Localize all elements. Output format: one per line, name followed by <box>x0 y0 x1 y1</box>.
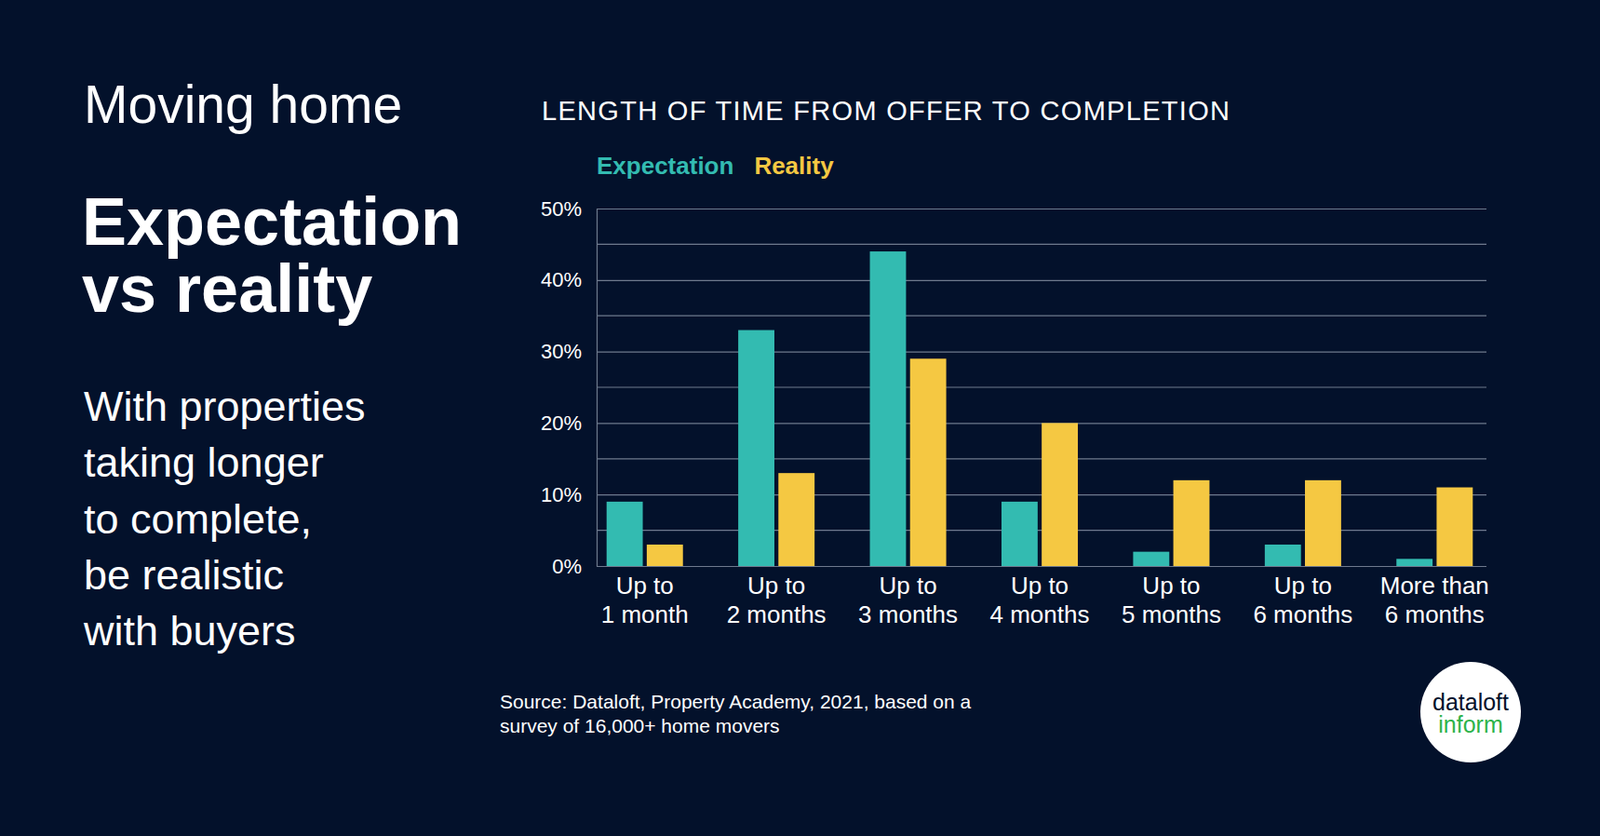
tick: Up to3 months <box>858 565 958 629</box>
tick-label-line: 3 months <box>858 600 958 629</box>
tick: More than6 months <box>1380 565 1490 629</box>
tick-label: 0% <box>551 554 582 579</box>
legend-entry: Reality <box>753 151 834 180</box>
legend-entry: Expectation <box>596 151 734 180</box>
tick: Up to4 months <box>990 565 1090 629</box>
grid-line <box>596 422 1487 424</box>
axis-line <box>596 209 598 567</box>
headline: vs reality <box>81 251 373 326</box>
tick-label-line: 4 months <box>990 600 1090 629</box>
bar <box>1132 551 1170 566</box>
tick: Up to1 month <box>601 565 689 629</box>
tick: Up to6 months <box>1252 565 1353 629</box>
tick-label-line: 6 months <box>1384 600 1485 629</box>
tick: 30% <box>540 339 1487 364</box>
tick-label-line: 6 months <box>1252 600 1353 629</box>
body-text: be realistic <box>83 551 284 599</box>
body-text: With properties <box>83 382 366 431</box>
tick-label-line: Up to <box>1274 571 1332 600</box>
tick-label: More than6 months <box>1380 571 1490 629</box>
bar <box>738 330 775 566</box>
logo-circle <box>1420 661 1521 763</box>
legend: Expectation Reality <box>596 151 834 180</box>
bars <box>606 251 1474 566</box>
tick-label: 30% <box>540 339 582 364</box>
body-text: to complete, <box>83 495 312 543</box>
bar <box>870 251 907 566</box>
tick-label: 20% <box>540 411 582 435</box>
chart-title: LENGTH OF TIME FROM OFFER TO COMPLETION <box>541 95 1231 126</box>
tick-label-line: Up to <box>616 571 674 600</box>
source: survey of 16,000+ home movers <box>499 714 780 737</box>
tick: 50% <box>540 197 1487 221</box>
bar <box>910 358 947 566</box>
grid-line <box>596 280 1487 282</box>
kicker: Moving home <box>83 74 403 135</box>
logo: dataloftinform <box>1420 661 1521 763</box>
canvas: Moving homeExpectationvs realityWith pro… <box>0 0 1600 836</box>
tick-label-line: Up to <box>878 571 937 600</box>
bar <box>1173 480 1211 566</box>
logo-text: inform <box>1438 711 1503 738</box>
bar <box>1304 480 1342 566</box>
tick: Up to5 months <box>1121 565 1222 629</box>
bar <box>1001 501 1038 566</box>
grid-line <box>596 208 1487 210</box>
tick-label: Up to3 months <box>858 571 958 629</box>
body-text: taking longer <box>83 438 324 486</box>
tick-label-line: 2 months <box>726 600 827 629</box>
body-text: with buyers <box>82 606 296 655</box>
y-axis: 0% 10% 20% 30% 40% 50% <box>540 197 1487 579</box>
tick-label-line: Up to <box>1010 571 1069 600</box>
series <box>606 251 1433 566</box>
tick-label: 10% <box>540 483 582 507</box>
tick-label-line: 1 month <box>601 600 689 629</box>
grid-line <box>596 386 1487 388</box>
bar <box>1264 544 1302 566</box>
bar <box>1436 487 1473 566</box>
tick-label-line: 5 months <box>1121 600 1222 629</box>
tick-label-line: More than <box>1380 571 1490 600</box>
grid-line <box>596 351 1487 353</box>
tick-label-line: Up to <box>747 571 806 600</box>
tick: 20% <box>540 411 1487 435</box>
tick-label: 50% <box>540 197 582 221</box>
bar <box>646 544 684 566</box>
tick-label: Up to6 months <box>1252 571 1353 629</box>
background <box>0 0 1600 836</box>
headline: Expectation <box>81 184 462 259</box>
tick: 40% <box>540 268 1487 292</box>
tick-label-line: Up to <box>1142 571 1200 600</box>
bar <box>1041 422 1078 566</box>
grid-line <box>596 565 1487 567</box>
bar <box>606 501 644 566</box>
tick-label: Up to1 month <box>601 571 689 629</box>
grid-line <box>596 494 1487 496</box>
grid-line <box>596 457 1487 459</box>
tick-label: Up to2 months <box>726 571 827 629</box>
tick-label: 40% <box>540 268 582 292</box>
x-axis: Up to1 monthUp to2 monthsUp to3 monthsUp… <box>601 565 1490 629</box>
source: Source: Dataloft, Property Academy, 2021… <box>499 690 972 713</box>
tick-label: Up to5 months <box>1121 571 1222 629</box>
grid-line <box>596 243 1487 245</box>
tick-label: Up to4 months <box>990 571 1090 629</box>
grid-line <box>596 315 1487 317</box>
bar <box>1396 558 1433 566</box>
grid-line <box>596 529 1487 531</box>
bar <box>778 472 815 566</box>
minor-grid <box>596 243 1487 530</box>
tick: Up to2 months <box>726 565 827 629</box>
series <box>646 358 1473 566</box>
